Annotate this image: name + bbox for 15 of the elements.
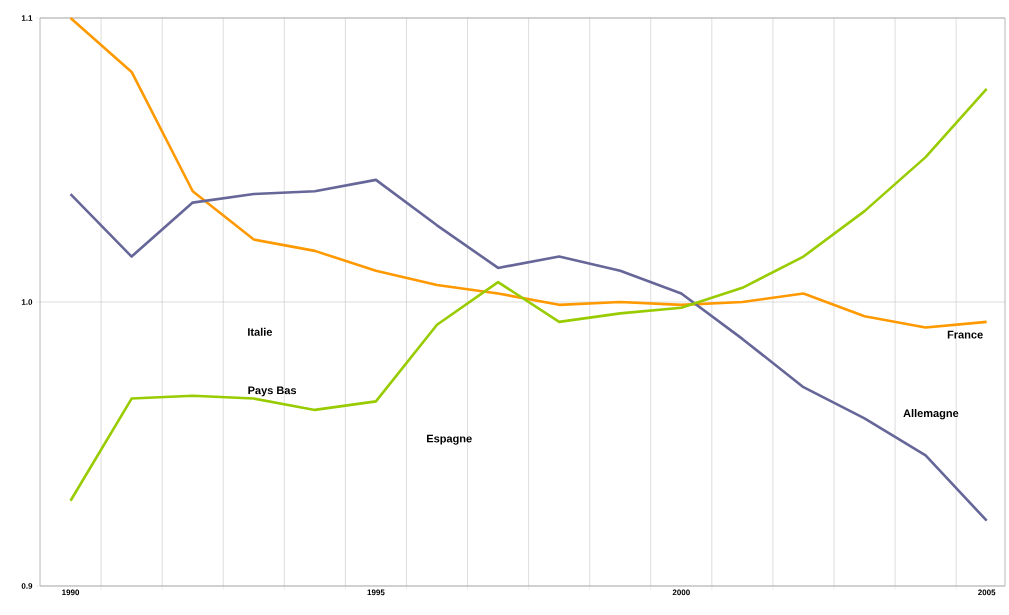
x-tick-label: 2005 (978, 589, 996, 596)
y-tick-label: 0.9 (21, 583, 33, 589)
annotation: Pays Bas (248, 386, 297, 397)
line-series (69, 16, 988, 329)
annotation: Espagne (427, 434, 472, 445)
y-tick-label: 1.1 (21, 15, 33, 21)
x-tick-label: 1990 (62, 589, 80, 596)
y-tick-label: 1.0 (21, 299, 33, 305)
annotation: Italie (248, 327, 273, 336)
line-series (69, 178, 988, 522)
series-label: Allemagne (903, 409, 959, 420)
x-tick-label: 2000 (672, 589, 690, 596)
series-label: France (947, 330, 983, 339)
line-series (69, 87, 988, 503)
x-tick-label: 1995 (367, 589, 385, 596)
